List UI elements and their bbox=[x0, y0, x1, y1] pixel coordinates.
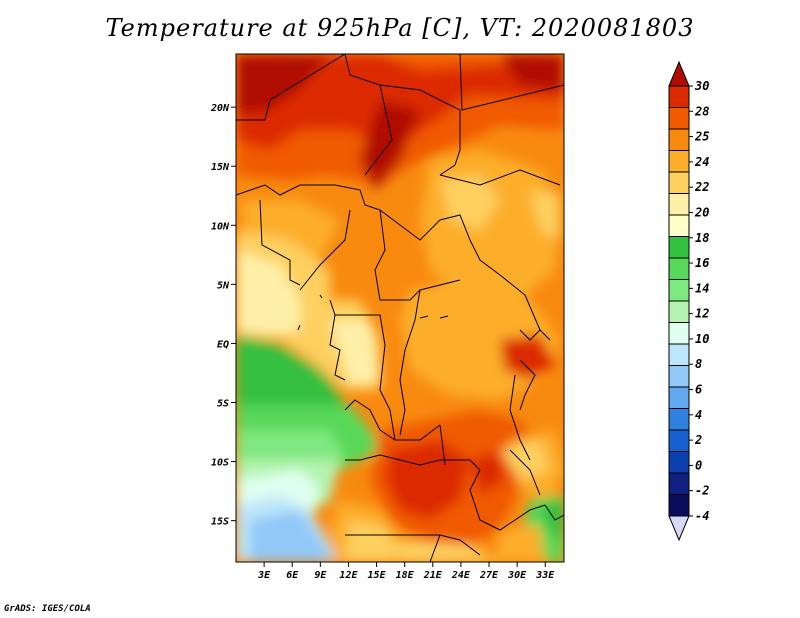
lat-tick-label: 5N bbox=[217, 280, 230, 291]
lat-tick-label: 20N bbox=[210, 103, 230, 114]
lon-tick-label: 24E bbox=[451, 570, 471, 581]
country-borders bbox=[236, 54, 564, 562]
colorbar-label: 18 bbox=[695, 231, 709, 245]
colorbar-label: 8 bbox=[695, 357, 702, 371]
chart-title: Temperature at 925hPa [C], VT: 202008180… bbox=[105, 14, 695, 42]
lon-tick-label: 33E bbox=[535, 570, 555, 581]
longitude-axis: 3E 6E 9E 12E 15E 18E 21E 24E 27E 30E 33E bbox=[257, 562, 555, 581]
colorbar-segment bbox=[668, 150, 690, 173]
map-frame bbox=[235, 53, 565, 563]
lat-tick-label: EQ bbox=[217, 339, 229, 350]
colorbar-segment bbox=[668, 343, 690, 366]
lon-tick-label: 3E bbox=[257, 570, 271, 581]
colorbar-label: 14 bbox=[695, 281, 709, 295]
colorbar-segment bbox=[668, 128, 690, 151]
colorbar-segment bbox=[668, 107, 690, 130]
colorbar-label: 16 bbox=[695, 256, 709, 270]
colorbar-segment bbox=[668, 193, 690, 216]
lat-tick-label: 10N bbox=[211, 221, 230, 232]
colorbar-label: 4 bbox=[695, 408, 702, 422]
colorbar-segment bbox=[668, 85, 690, 108]
lon-tick-label: 6E bbox=[286, 570, 299, 581]
lat-tick-label: 5S bbox=[217, 399, 229, 410]
colorbar-top-arrow bbox=[668, 60, 690, 87]
lon-tick-label: 12E bbox=[339, 570, 358, 581]
lat-tick-label: 10S bbox=[211, 458, 229, 469]
lon-tick-label: 27E bbox=[479, 570, 499, 581]
colorbar-label: 30 bbox=[694, 79, 709, 93]
colorbar-label: -4 bbox=[695, 509, 709, 523]
footer-credit: GrADS: IGES/COLA bbox=[4, 604, 91, 614]
colorbar-label: -2 bbox=[695, 484, 709, 498]
colorbar-segment bbox=[668, 386, 690, 409]
colorbar-label: 25 bbox=[694, 130, 709, 144]
lon-tick-label: 18E bbox=[396, 570, 415, 581]
colorbar-segment bbox=[668, 279, 690, 302]
colorbar-label: 2 bbox=[694, 433, 702, 447]
colorbar-segment bbox=[668, 171, 690, 194]
colorbar-segment bbox=[668, 214, 690, 237]
colorbar-label: 20 bbox=[694, 205, 709, 219]
colorbar-label: 24 bbox=[694, 155, 709, 169]
lat-tick-label: 15N bbox=[211, 162, 230, 173]
colorbar-segment bbox=[668, 408, 690, 431]
colorbar-segment bbox=[668, 322, 690, 345]
colorbar-segment bbox=[668, 300, 690, 323]
colorbar-label: 12 bbox=[695, 307, 709, 321]
latitude-axis: 20N 15N 10N 5N EQ 5S 10S 15S bbox=[210, 103, 236, 528]
colorbar-label: 0 bbox=[695, 458, 702, 472]
colorbar-bottom-arrow bbox=[668, 515, 690, 542]
colorbar-segment bbox=[668, 472, 690, 495]
lon-tick-label: 9E bbox=[314, 570, 327, 581]
colorbar-segment bbox=[668, 451, 690, 474]
lat-tick-label: 15S bbox=[211, 517, 229, 528]
colorbar-label: 28 bbox=[694, 104, 709, 118]
colorbar-segment bbox=[668, 494, 690, 517]
lon-tick-label: 30E bbox=[507, 570, 527, 581]
lon-tick-label: 21E bbox=[423, 570, 443, 581]
colorbar-label: 6 bbox=[695, 383, 702, 397]
colorbar-label: 22 bbox=[694, 180, 709, 194]
temperature-field bbox=[236, 54, 564, 562]
lon-tick-label: 15E bbox=[368, 570, 387, 581]
colorbar-label: 10 bbox=[695, 332, 709, 346]
colorbar-segment bbox=[668, 429, 690, 452]
colorbar-segment bbox=[668, 257, 690, 280]
colorbar-segment bbox=[668, 236, 690, 259]
colorbar-segment bbox=[668, 365, 690, 388]
